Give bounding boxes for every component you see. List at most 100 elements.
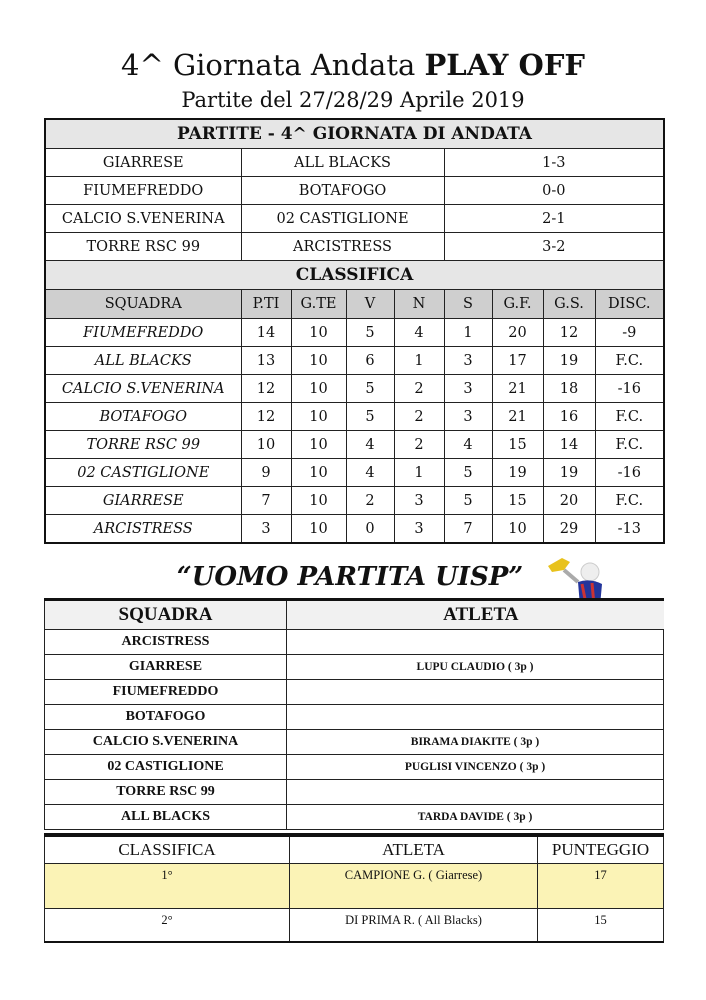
ranking-row: 2° DI PRIMA R. ( All Blacks) 15 [44,908,664,943]
home-team: GIARRESE [44,148,242,177]
column-header: G.S. [542,289,596,319]
away-team: ALL BLACKS [240,148,445,177]
team-name: TORRE RSC 99 [44,430,242,459]
stat-cell: 5 [345,374,395,403]
score: 15 [537,908,664,943]
team-name: ARCISTRESS [44,629,287,655]
team-name: FIUMEFREDDO [44,679,287,705]
match-row: CALCIO S.VENERINA 02 CASTIGLIONE 2-1 [44,204,665,233]
stat-cell: 19 [542,346,596,375]
uomo-partita-title: “UOMO PARTITA UISP” [176,562,524,592]
stat-cell: 5 [443,458,493,487]
athlete-name [286,629,664,655]
match-score: 0-0 [443,176,665,205]
athlete-name: LUPU CLAUDIO ( 3p ) [286,654,664,680]
stat-cell: 5 [345,402,395,431]
stat-cell: 10 [290,402,347,431]
uomo-row: GIARRESE LUPU CLAUDIO ( 3p ) [44,654,664,680]
stat-cell: 21 [491,374,544,403]
stat-cell: 2 [393,430,445,459]
column-header: G.TE [290,289,347,319]
stat-cell: 3 [443,402,493,431]
team-name: FIUMEFREDDO [44,318,242,347]
standings-row: ALL BLACKS 13 10 6 1 3 17 19 F.C. [44,346,665,375]
column-header: V [345,289,395,319]
stat-cell: 4 [443,430,493,459]
standings-header-row: SQUADRA P.TI G.TE V N S G.F. G.S. DISC. [44,289,665,319]
uomo-row: ARCISTRESS [44,629,664,655]
uomo-header-row: SQUADRA ATLETA [44,598,664,630]
team-name: CALCIO S.VENERINA [44,729,287,755]
stat-cell: 20 [542,486,596,515]
standings-row: TORRE RSC 99 10 10 4 2 4 15 14 F.C. [44,430,665,459]
stat-cell: 17 [491,346,544,375]
page-title: 4^ Giornata Andata PLAY OFF [0,48,706,82]
stat-cell: 5 [443,486,493,515]
uomo-row: 02 CASTIGLIONE PUGLISI VINCENZO ( 3p ) [44,754,664,780]
stat-cell: 21 [491,402,544,431]
position: 1° [44,863,290,909]
team-name: BOTAFOGO [44,402,242,431]
stat-cell: F.C. [594,486,665,515]
stat-cell: 3 [393,486,445,515]
stat-cell: 3 [443,346,493,375]
column-header: PUNTEGGIO [537,834,664,864]
stat-cell: 6 [345,346,395,375]
stat-cell: 3 [240,514,292,544]
stat-cell: 19 [491,458,544,487]
uomo-row: BOTAFOGO [44,704,664,730]
match-score: 1-3 [443,148,665,177]
away-team: BOTAFOGO [240,176,445,205]
uomo-row: ALL BLACKS TARDA DAVIDE ( 3p ) [44,804,664,830]
standings-row: ARCISTRESS 3 10 0 3 7 10 29 -13 [44,514,665,544]
stat-cell: 2 [393,374,445,403]
title-bold: PLAY OFF [424,48,586,82]
stat-cell: -16 [594,458,665,487]
column-header: CLASSIFICA [44,834,290,864]
team-name: ALL BLACKS [44,346,242,375]
stat-cell: 10 [290,430,347,459]
team-name: ALL BLACKS [44,804,287,830]
stat-cell: 4 [345,430,395,459]
stat-cell: 12 [240,402,292,431]
stat-cell: 4 [393,318,445,347]
ranking-row: 1° CAMPIONE G. ( Giarrese) 17 [44,863,664,909]
away-team: 02 CASTIGLIONE [240,204,445,233]
stat-cell: 10 [240,430,292,459]
uomo-partita-table: SQUADRA ATLETA ARCISTRESS GIARRESE LUPU CLAU… [44,598,664,830]
team-name: GIARRESE [44,654,287,680]
match-score: 2-1 [443,204,665,233]
column-header: ATLETA [286,598,664,630]
stat-cell: 1 [393,346,445,375]
standings-row: CALCIO S.VENERINA 12 10 5 2 3 21 18 -16 [44,374,665,403]
stat-cell: 1 [443,318,493,347]
ranking-header-row: CLASSIFICA ATLETA PUNTEGGIO [44,834,664,864]
stat-cell: 12 [240,374,292,403]
column-header: S [443,289,493,319]
stat-cell: 0 [345,514,395,544]
column-header: SQUADRA [44,289,242,319]
team-name: TORRE RSC 99 [44,779,287,805]
athlete-name: PUGLISI VINCENZO ( 3p ) [286,754,664,780]
stat-cell: 7 [240,486,292,515]
stat-cell: 5 [345,318,395,347]
uomo-row: CALCIO S.VENERINA BIRAMA DIAKITE ( 3p ) [44,729,664,755]
stat-cell: 12 [542,318,596,347]
team-name: CALCIO S.VENERINA [44,374,242,403]
standings-row: 02 CASTIGLIONE 9 10 4 1 5 19 19 -16 [44,458,665,487]
column-header: P.TI [240,289,292,319]
score: 17 [537,863,664,909]
stat-cell: 10 [290,374,347,403]
stat-cell: 13 [240,346,292,375]
stat-cell: 3 [393,514,445,544]
stat-cell: F.C. [594,430,665,459]
stat-cell: 10 [290,514,347,544]
column-header: SQUADRA [44,598,287,630]
stat-cell: 9 [240,458,292,487]
stat-cell: 10 [290,458,347,487]
stat-cell: 14 [240,318,292,347]
position: 2° [44,908,290,943]
matches-title-row: PARTITE - 4^ GIORNATA DI ANDATA [44,118,665,149]
match-row: GIARRESE ALL BLACKS 1-3 [44,148,665,177]
